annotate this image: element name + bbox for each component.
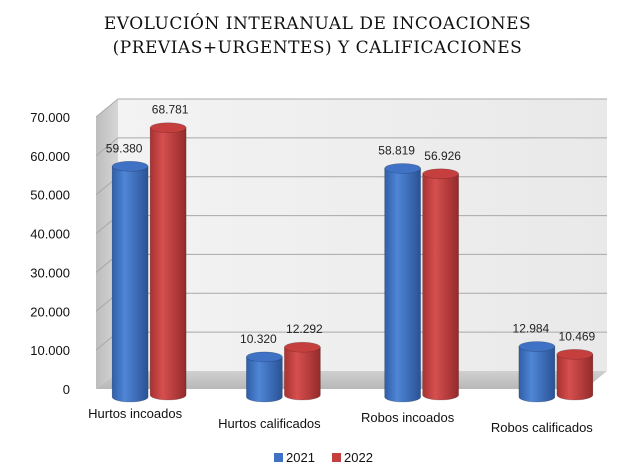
- bar-2021-3: [518, 341, 556, 403]
- y-tick-label: 50.000: [30, 188, 70, 203]
- y-tick-label: 10.000: [30, 343, 70, 358]
- y-tick-label: 30.000: [30, 265, 70, 280]
- floor: [96, 371, 607, 389]
- chart-title-line-2: (PREVIAS+URGENTES) Y CALIFICACIONES: [112, 38, 523, 58]
- y-tick-label: 60.000: [30, 149, 70, 164]
- category-label: Hurtos incoados: [88, 406, 182, 421]
- legend-label-2021: 2021: [286, 450, 315, 465]
- bar-2021-1: [246, 351, 283, 403]
- legend-label-2022: 2022: [344, 450, 373, 465]
- category-label: Robos calificados: [491, 420, 593, 435]
- chart-title: EVOLUCIÓN INTERANUAL DE INCOACIONES (PRE…: [0, 12, 635, 60]
- data-label: 10.320: [240, 332, 277, 346]
- category-label: Robos incoados: [361, 410, 455, 425]
- gridline: [95, 137, 607, 157]
- bar-2022-3: [556, 349, 594, 401]
- legend-swatch-2021: [274, 453, 283, 462]
- data-label: 68.781: [152, 103, 189, 117]
- bar-2022-2: [422, 168, 459, 401]
- data-label: 12.292: [286, 322, 323, 336]
- bar-2022-0: [149, 122, 187, 401]
- y-tick-label: 20.000: [30, 304, 70, 319]
- legend-swatch-2022: [332, 453, 341, 462]
- y-tick-label: 40.000: [30, 227, 70, 242]
- y-tick-label: 0: [63, 382, 70, 397]
- y-tick-label: 70.000: [30, 110, 70, 125]
- back-wall: [118, 99, 607, 371]
- data-label: 58.819: [378, 143, 415, 157]
- bar-2021-2: [384, 163, 421, 403]
- data-label: 59.380: [106, 141, 143, 155]
- data-label: 56.926: [424, 149, 461, 163]
- category-label: Hurtos calificados: [218, 416, 321, 431]
- chart-title-line-1: EVOLUCIÓN INTERANUAL DE INCOACIONES: [103, 14, 532, 34]
- bar-2021-0: [111, 160, 149, 403]
- bar-2022-1: [284, 341, 321, 401]
- data-label: 10.469: [559, 329, 596, 343]
- gridline: [95, 98, 607, 118]
- data-label: 12.984: [513, 322, 550, 336]
